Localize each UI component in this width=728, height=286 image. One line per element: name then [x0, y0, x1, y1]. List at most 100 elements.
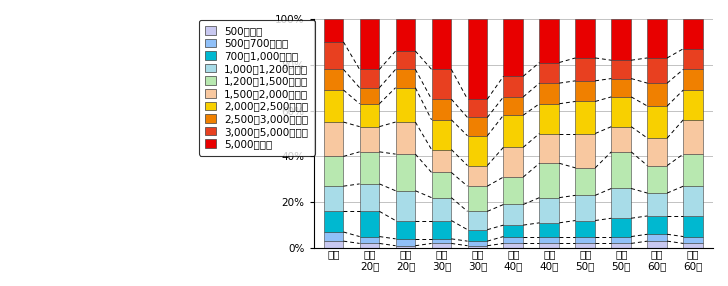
Bar — [612, 218, 631, 237]
Bar — [684, 120, 703, 154]
Bar — [432, 172, 451, 198]
Bar — [467, 211, 487, 230]
Bar — [504, 243, 523, 248]
Bar — [467, 241, 487, 246]
Bar — [575, 243, 596, 248]
Bar — [539, 243, 559, 248]
Bar — [539, 237, 559, 243]
Bar — [395, 19, 416, 51]
Bar — [467, 19, 487, 99]
Bar — [612, 188, 631, 218]
Bar — [360, 104, 379, 127]
Bar — [360, 184, 379, 211]
Bar — [539, 134, 559, 163]
Bar — [432, 243, 451, 248]
Bar — [575, 168, 596, 195]
Bar — [504, 237, 523, 243]
Bar — [360, 88, 379, 104]
Bar — [432, 239, 451, 243]
Bar — [612, 19, 631, 60]
Bar — [467, 230, 487, 241]
Bar — [684, 186, 703, 216]
Bar — [684, 49, 703, 69]
Bar — [360, 152, 379, 184]
Bar — [612, 60, 631, 79]
Bar — [539, 63, 559, 83]
Bar — [504, 147, 523, 177]
Bar — [395, 88, 416, 122]
Bar — [575, 102, 596, 134]
Bar — [324, 232, 344, 241]
Bar — [647, 58, 667, 83]
Bar — [647, 241, 667, 248]
Bar — [504, 76, 523, 97]
Bar — [575, 81, 596, 102]
Bar — [575, 58, 596, 81]
Bar — [575, 134, 596, 168]
Bar — [539, 19, 559, 63]
Bar — [395, 221, 416, 239]
Bar — [432, 99, 451, 120]
Bar — [360, 211, 379, 237]
Bar — [647, 83, 667, 106]
Bar — [432, 150, 451, 172]
Bar — [647, 234, 667, 241]
Bar — [395, 51, 416, 69]
Bar — [684, 19, 703, 49]
Bar — [395, 154, 416, 191]
Bar — [504, 177, 523, 204]
Bar — [432, 69, 451, 99]
Bar — [324, 156, 344, 186]
Bar — [539, 104, 559, 134]
Bar — [324, 211, 344, 232]
Bar — [539, 198, 559, 223]
Bar — [612, 237, 631, 243]
Bar — [647, 19, 667, 58]
Bar — [432, 221, 451, 239]
Bar — [539, 223, 559, 237]
Bar — [684, 69, 703, 90]
Bar — [324, 186, 344, 211]
Bar — [324, 90, 344, 122]
Bar — [360, 237, 379, 243]
Bar — [432, 120, 451, 150]
Legend: 500円未満, 500～700円未満, 700～1,000円未満, 1,000～1,200円未満, 1,200～1,500円未満, 1,500～2,000円未満: 500円未満, 500～700円未満, 700～1,000円未満, 1,000～… — [199, 20, 314, 156]
Bar — [612, 243, 631, 248]
Bar — [467, 246, 487, 248]
Bar — [504, 19, 523, 76]
Bar — [539, 83, 559, 104]
Bar — [324, 19, 344, 42]
Bar — [647, 216, 667, 234]
Bar — [647, 106, 667, 138]
Bar — [324, 42, 344, 69]
Bar — [395, 122, 416, 154]
Bar — [324, 122, 344, 156]
Bar — [432, 19, 451, 69]
Bar — [395, 69, 416, 88]
Bar — [539, 163, 559, 198]
Bar — [684, 216, 703, 237]
Bar — [684, 237, 703, 243]
Bar — [612, 152, 631, 188]
Bar — [395, 191, 416, 221]
Bar — [647, 193, 667, 216]
Bar — [504, 225, 523, 237]
Bar — [360, 127, 379, 152]
Bar — [360, 19, 379, 69]
Bar — [684, 90, 703, 120]
Bar — [504, 115, 523, 147]
Bar — [575, 237, 596, 243]
Bar — [395, 239, 416, 246]
Bar — [504, 204, 523, 225]
Bar — [467, 118, 487, 136]
Bar — [324, 241, 344, 248]
Bar — [504, 97, 523, 115]
Bar — [684, 243, 703, 248]
Bar — [467, 166, 487, 186]
Bar — [612, 97, 631, 127]
Bar — [612, 127, 631, 152]
Bar — [575, 221, 596, 237]
Bar — [684, 154, 703, 186]
Bar — [612, 79, 631, 97]
Bar — [467, 99, 487, 118]
